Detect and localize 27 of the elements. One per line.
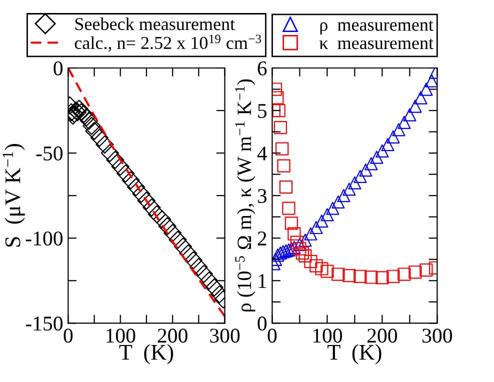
y-axis-title: ρ (10$^{−5}$ Ω m), κ (W m$^{−1}$ K$^{−1}$) (235, 79, 256, 312)
y-tick-label: 0 (258, 316, 267, 331)
y-tick-label: -100 (26, 231, 63, 246)
x-tick-label: 300 (422, 328, 452, 343)
legend-label: Seebeck measurement (75, 17, 235, 30)
x-tick-label: 0 (268, 328, 277, 343)
y-tick-label: 5 (258, 104, 267, 118)
y-tick-label: 4 (257, 146, 268, 160)
x-axis-title: T (K) (328, 344, 382, 364)
x-axis-title: T (K) (119, 344, 174, 364)
legend-label: calc., n= 2.52 x 10$^{19}$ cm$^{−3}$ (74, 34, 262, 52)
x-tick-label: 100 (106, 328, 136, 343)
legend-label: κ measurement (320, 38, 434, 50)
x-tick-label: 300 (210, 328, 240, 343)
y-tick-label: 0 (54, 61, 63, 76)
y-tick-label: -150 (26, 316, 63, 331)
y-axis-title: S (μV K$^{−1}$) (2, 144, 25, 247)
x-tick-label: 0 (64, 328, 73, 343)
x-tick-label: 200 (367, 328, 398, 343)
y-tick-label: 6 (258, 61, 267, 76)
y-tick-label: -50 (36, 146, 63, 160)
x-tick-label: 100 (313, 328, 342, 343)
y-tick-label: 1 (258, 274, 266, 288)
x-tick-label: 200 (158, 328, 188, 343)
y-tick-label: 3 (258, 189, 267, 204)
legend-label: ρ measurement (320, 20, 434, 35)
y-tick-label: 2 (258, 232, 266, 246)
